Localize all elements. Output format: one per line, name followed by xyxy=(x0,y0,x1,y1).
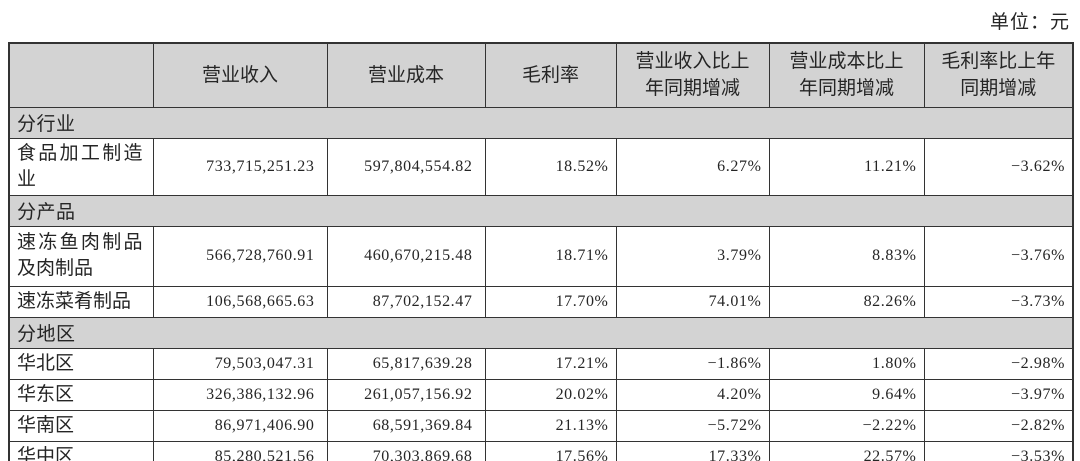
cell-margin: 18.71% xyxy=(484,225,617,287)
data-row-south-china: 华南区 86,971,406.90 68,591,369.84 21.13% −… xyxy=(8,409,1074,442)
cell-cost-yoy: −2.22% xyxy=(768,409,925,442)
cell-cost-yoy: 8.83% xyxy=(768,225,925,287)
cell-cost: 65,817,639.28 xyxy=(326,347,486,380)
cell-label: 华东区 xyxy=(8,378,154,411)
cell-revenue-yoy: 3.79% xyxy=(615,225,770,287)
cell-revenue: 79,503,047.31 xyxy=(152,347,328,380)
cell-cost: 87,702,152.47 xyxy=(326,285,486,318)
cell-revenue-yoy: 6.27% xyxy=(615,137,770,196)
cell-margin: 18.52% xyxy=(484,137,617,196)
section-row-by-region: 分地区 xyxy=(8,316,1074,349)
cell-margin-yoy: −2.82% xyxy=(923,409,1074,442)
section-label: 分产品 xyxy=(8,194,1074,227)
section-label: 分行业 xyxy=(8,106,1074,139)
cell-revenue: 106,568,665.63 xyxy=(152,285,328,318)
cell-revenue: 86,971,406.90 xyxy=(152,409,328,442)
cell-cost: 68,591,369.84 xyxy=(326,409,486,442)
header-margin: 毛利率 xyxy=(484,42,617,108)
header-row: 营业收入 营业成本 毛利率 营业收入比上年同期增减 营业成本比上年同期增减 毛利… xyxy=(8,42,1074,108)
cell-revenue-yoy: 17.33% xyxy=(615,440,770,461)
cell-cost: 460,670,215.48 xyxy=(326,225,486,287)
header-margin-yoy-label: 毛利率比上年同期增减 xyxy=(941,51,1056,100)
header-margin-label: 毛利率 xyxy=(521,64,579,86)
cell-revenue: 326,386,132.96 xyxy=(152,378,328,411)
cell-revenue-yoy: −1.86% xyxy=(615,347,770,380)
header-cost-label: 营业成本 xyxy=(367,64,444,86)
header-margin-yoy: 毛利率比上年同期增减 xyxy=(923,42,1074,108)
cell-margin-yoy: −3.62% xyxy=(923,137,1074,196)
cell-revenue: 85,280,521.56 xyxy=(152,440,328,461)
cell-label: 华北区 xyxy=(8,347,154,380)
data-row-north-china: 华北区 79,503,047.31 65,817,639.28 17.21% −… xyxy=(8,347,1074,380)
cell-cost-yoy: 82.26% xyxy=(768,285,925,318)
cell-label: 速冻菜肴制品 xyxy=(8,285,154,318)
section-label: 分地区 xyxy=(8,316,1074,349)
data-row-central-china: 华中区 85,280,521.56 70,303,869.68 17.56% 1… xyxy=(8,440,1074,461)
section-row-by-product: 分产品 xyxy=(8,194,1074,227)
cell-margin-yoy: −2.98% xyxy=(923,347,1074,380)
cell-margin-yoy: −3.73% xyxy=(923,285,1074,318)
cell-label: 华中区 xyxy=(8,440,154,461)
header-revenue-yoy: 营业收入比上年同期增减 xyxy=(615,42,770,108)
section-row-by-industry: 分行业 xyxy=(8,106,1074,139)
header-revenue-yoy-label: 营业收入比上年同期增减 xyxy=(635,51,750,100)
cell-cost-yoy: 9.64% xyxy=(768,378,925,411)
cell-cost-yoy: 11.21% xyxy=(768,137,925,196)
unit-label: 单位：元 xyxy=(989,12,1070,33)
data-row-food-processing: 食品加工制造业 733,715,251.23 597,804,554.82 18… xyxy=(8,137,1074,196)
cell-cost-yoy: 22.57% xyxy=(768,440,925,461)
cell-margin: 17.56% xyxy=(484,440,617,461)
header-cost-yoy-label: 营业成本比上年同期增减 xyxy=(789,51,904,100)
cell-label: 速冻鱼肉制品及肉制品 xyxy=(8,225,154,287)
cell-revenue: 566,728,760.91 xyxy=(152,225,328,287)
cell-cost-yoy: 1.80% xyxy=(768,347,925,380)
cell-revenue-yoy: −5.72% xyxy=(615,409,770,442)
cell-margin-yoy: −3.76% xyxy=(923,225,1074,287)
header-revenue-label: 营业收入 xyxy=(201,64,278,86)
cell-label: 华南区 xyxy=(8,409,154,442)
cell-label: 食品加工制造业 xyxy=(8,137,154,196)
cell-revenue-yoy: 4.20% xyxy=(615,378,770,411)
cell-margin-yoy: −3.53% xyxy=(923,440,1074,461)
cell-margin: 17.21% xyxy=(484,347,617,380)
cell-cost: 261,057,156.92 xyxy=(326,378,486,411)
header-cost-yoy: 营业成本比上年同期增减 xyxy=(768,42,925,108)
cell-margin: 17.70% xyxy=(484,285,617,318)
cell-revenue: 733,715,251.23 xyxy=(152,137,328,196)
cell-cost: 70,303,869.68 xyxy=(326,440,486,461)
cell-revenue-yoy: 74.01% xyxy=(615,285,770,318)
data-row-east-china: 华东区 326,386,132.96 261,057,156.92 20.02%… xyxy=(8,378,1074,411)
cell-margin: 21.13% xyxy=(484,409,617,442)
data-row-frozen-fish-meat: 速冻鱼肉制品及肉制品 566,728,760.91 460,670,215.48… xyxy=(8,225,1074,287)
data-row-frozen-dishes: 速冻菜肴制品 106,568,665.63 87,702,152.47 17.7… xyxy=(8,285,1074,318)
header-empty xyxy=(8,42,154,108)
header-cost: 营业成本 xyxy=(326,42,486,108)
header-revenue: 营业收入 xyxy=(152,42,328,108)
cell-cost: 597,804,554.82 xyxy=(326,137,486,196)
financial-table: 营业收入 营业成本 毛利率 营业收入比上年同期增减 营业成本比上年同期增减 毛利… xyxy=(8,42,1074,461)
cell-margin-yoy: −3.97% xyxy=(923,378,1074,411)
cell-margin: 20.02% xyxy=(484,378,617,411)
